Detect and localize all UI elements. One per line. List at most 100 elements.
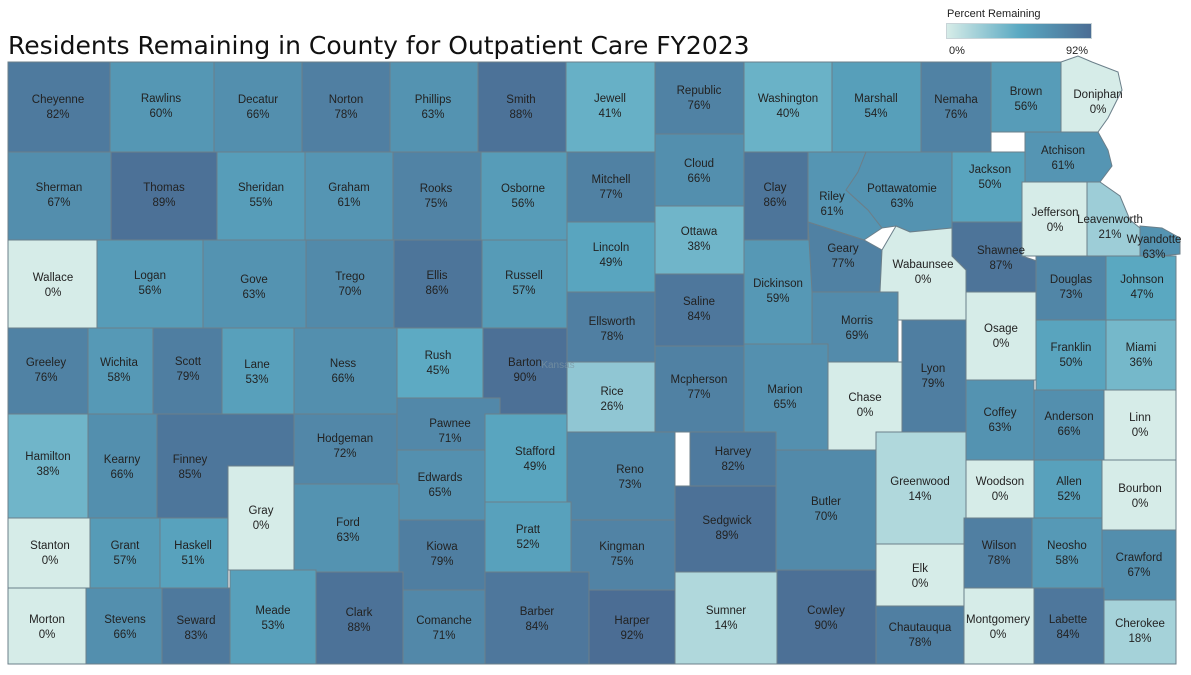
county-russell[interactable] [481,239,568,329]
county-gray[interactable] [227,465,295,571]
county-shape-rawlins[interactable] [109,61,215,153]
county-wyandotte[interactable] [1139,225,1181,259]
county-shape-seward[interactable] [161,587,231,665]
county-decatur[interactable] [213,61,303,153]
county-lane[interactable] [221,327,295,415]
county-shape-osborne[interactable] [480,151,568,241]
county-shape-elk[interactable] [875,543,965,607]
county-shape-montgomery[interactable] [963,587,1035,665]
county-shape-bourbon[interactable] [1101,459,1177,531]
county-shape-allen[interactable] [1033,459,1103,519]
county-shape-rice[interactable] [566,361,656,435]
county-cherokee[interactable] [1103,599,1177,665]
county-jackson[interactable] [951,151,1026,223]
county-washington[interactable] [743,61,833,153]
county-comanche[interactable] [402,589,486,665]
county-brown[interactable] [990,61,1062,133]
county-shape-haskell[interactable] [159,517,229,589]
county-shape-franklin[interactable] [1035,319,1107,391]
county-mitchell[interactable] [566,151,656,223]
county-shape-linn[interactable] [1103,389,1177,461]
county-labette[interactable] [1033,587,1105,665]
county-hamilton[interactable] [7,413,89,519]
county-cowley[interactable] [776,569,877,665]
county-shape-thomas[interactable] [110,151,218,241]
county-osborne[interactable] [480,151,568,241]
county-reno[interactable] [566,431,676,521]
county-shape-jackson[interactable] [951,151,1026,223]
county-shape-johnson[interactable] [1105,255,1177,321]
county-shape-dickinson[interactable] [743,239,813,345]
county-dickinson[interactable] [743,239,813,345]
county-hodgeman[interactable] [293,413,398,485]
county-franklin[interactable] [1035,319,1107,391]
county-coffey[interactable] [965,379,1035,461]
county-allen[interactable] [1033,459,1103,519]
county-shape-comanche[interactable] [402,589,486,665]
county-douglas[interactable] [1035,255,1107,321]
county-osage[interactable] [965,291,1037,381]
county-shape-kiowa[interactable] [398,519,486,591]
county-haskell[interactable] [159,517,229,589]
county-shape-anderson[interactable] [1033,389,1105,461]
county-rush[interactable] [396,327,484,399]
county-shape-jewell[interactable] [565,61,656,153]
county-cheyenne[interactable] [7,61,111,153]
county-stevens[interactable] [85,587,163,665]
county-shape-harper[interactable] [588,589,676,665]
county-shape-sherman[interactable] [7,151,112,241]
county-woodson[interactable] [965,459,1035,519]
county-shape-harvey[interactable] [689,431,777,487]
county-wilson[interactable] [963,517,1033,589]
county-miami[interactable] [1105,319,1177,391]
county-shape-lyon[interactable] [901,319,967,433]
county-shape-greenwood[interactable] [875,431,967,545]
county-shape-sumner[interactable] [674,571,778,665]
county-johnson[interactable] [1105,255,1177,321]
county-morton[interactable] [7,587,87,665]
county-thomas[interactable] [110,151,218,241]
county-shape-clay[interactable] [743,151,809,241]
county-butler[interactable] [775,449,877,571]
county-shape-meade[interactable] [229,569,317,665]
county-montgomery[interactable] [963,587,1035,665]
county-shape-cheyenne[interactable] [7,61,111,153]
county-mcpherson[interactable] [654,345,745,433]
county-shape-sheridan[interactable] [216,151,306,241]
county-crawford[interactable] [1101,529,1177,601]
county-shape-butler[interactable] [775,449,877,571]
county-trego[interactable] [305,239,395,329]
county-shape-ottawa[interactable] [654,205,745,275]
county-cloud[interactable] [654,133,745,207]
county-kearny[interactable] [87,413,158,519]
county-shape-trego[interactable] [305,239,395,329]
county-ness[interactable] [293,327,398,415]
county-clark[interactable] [315,571,404,665]
county-marshall[interactable] [831,61,922,153]
county-shape-neosho[interactable] [1031,517,1103,589]
county-shape-pratt[interactable] [484,501,572,573]
county-shape-crawford[interactable] [1101,529,1177,601]
county-shape-gray[interactable] [227,465,295,571]
county-shape-wyandotte[interactable] [1139,225,1181,259]
county-sedgwick[interactable] [674,485,777,573]
county-shape-jefferson[interactable] [1021,181,1088,257]
county-atchison[interactable] [1024,131,1113,183]
county-shape-woodson[interactable] [965,459,1035,519]
county-sumner[interactable] [674,571,778,665]
county-bourbon[interactable] [1101,459,1177,531]
county-shape-gove[interactable] [202,239,307,329]
county-greeley[interactable] [7,327,89,415]
county-shape-stanton[interactable] [7,517,91,589]
county-shape-nemaha[interactable] [920,61,992,153]
county-scott[interactable] [152,327,223,415]
county-ottawa[interactable] [654,205,745,275]
county-gove[interactable] [202,239,307,329]
county-shape-ness[interactable] [293,327,398,415]
county-shape-coffey[interactable] [965,379,1035,461]
county-shape-republic[interactable] [654,61,745,135]
county-edwards[interactable] [396,449,486,521]
county-logan[interactable] [96,239,204,329]
county-shape-wallace[interactable] [7,239,98,329]
county-shape-greeley[interactable] [7,327,89,415]
